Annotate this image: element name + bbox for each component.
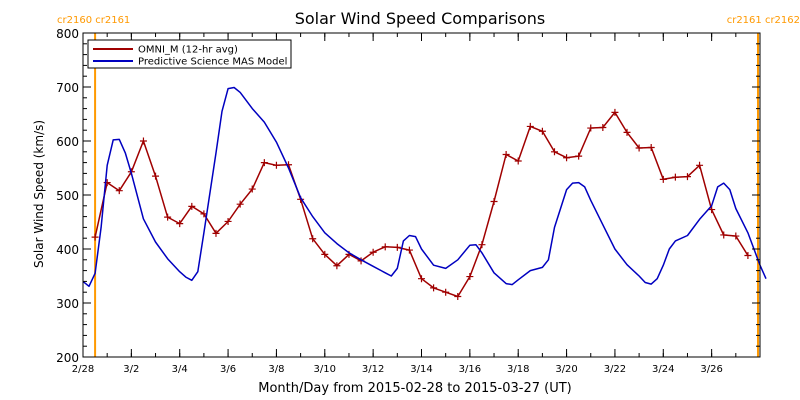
x-tick-label: 2/28 [72,364,94,375]
data-point-marker [164,213,172,221]
y-tick-label: 800 [56,27,79,41]
data-point-marker [212,229,220,237]
x-tick-label: 3/18 [507,364,529,375]
x-tick-label: 3/26 [700,364,722,375]
x-tick-label: 3/24 [652,364,674,375]
data-point-marker [260,159,268,167]
data-point-marker [152,172,160,180]
data-point-marker [550,148,558,156]
data-point-marker [333,262,341,270]
chart-title: Solar Wind Speed Comparisons [295,9,546,28]
x-axis-label: Month/Day from 2015-02-28 to 2015-03-27 … [258,381,571,396]
data-point-marker [248,185,256,193]
y-axis: 200 300 400 500 600 700 800 [56,27,760,365]
data-point-marker [236,200,244,208]
data-point-marker [309,235,317,243]
legend-label: Predictive Science MAS Model [138,57,287,68]
y-tick-label: 400 [56,243,79,257]
data-point-marker [454,293,462,301]
data-point-marker [720,231,728,239]
data-point-marker [708,206,716,214]
data-point-marker [418,275,425,283]
data-point-marker [490,197,498,205]
y-tick-label: 300 [56,297,79,311]
x-tick-label: 3/2 [123,364,139,375]
data-point-marker [526,122,534,130]
data-point-marker [188,202,196,210]
legend-box [87,39,292,69]
data-point-marker [732,232,740,240]
x-tick-label: 3/6 [220,364,236,375]
data-point-marker [514,157,522,165]
data-point-marker [623,128,631,136]
data-point-marker [393,243,401,251]
data-point-marker [538,127,546,135]
data-point-marker [611,108,619,116]
x-tick-label: 3/16 [459,364,481,375]
data-point-marker [659,175,667,183]
data-point-marker [635,144,643,152]
data-point-marker [696,161,704,169]
legend: OMNI_M (12-hr avg)Predictive Science MAS… [87,39,292,69]
data-point-marker [430,284,438,292]
data-point-marker [563,154,571,162]
data-point-marker [381,243,389,251]
data-point-marker [683,173,691,181]
rotation-marker-label: cr2160 cr2161 [57,15,130,26]
x-tick-label: 3/12 [362,364,384,375]
y-tick-label: 700 [56,81,79,95]
series-line [82,86,767,288]
data-point-marker [369,248,377,256]
data-point-marker [224,217,232,225]
x-axis: 2/28 3/2 3/4 3/6 3/8 3/10 3/12 3/14 3/16 3/18 3/20… [72,33,737,375]
x-tick-label: 3/10 [314,364,336,375]
legend-label: OMNI_M (12-hr avg) [138,45,238,56]
data-point-marker [466,273,474,281]
data-point-marker [405,246,413,254]
x-tick-label: 3/20 [555,364,577,375]
data-point-marker [587,124,595,132]
data-point-marker [321,250,329,258]
data-point-marker [744,251,752,259]
rotation-marker-label: cr2161 cr2162 [727,15,800,26]
y-tick-label: 200 [56,351,79,365]
y-axis-label: Solar Wind Speed (km/s) [32,120,46,268]
data-point-marker [442,288,450,296]
data-point-marker [176,220,184,228]
data-point-marker [115,187,123,195]
data-point-marker [502,151,510,158]
y-tick-label: 600 [56,135,79,149]
series-layer [82,86,767,301]
y-tick-label: 500 [56,189,79,203]
x-tick-label: 3/14 [410,364,432,375]
data-point-marker [139,137,147,145]
data-point-marker [647,143,655,151]
x-tick-label: 3/8 [268,364,284,375]
data-point-marker [599,124,607,131]
x-tick-label: 3/4 [172,364,188,375]
data-point-marker [272,161,280,169]
data-point-marker [478,241,486,249]
data-point-marker [91,233,99,241]
x-tick-label: 3/22 [604,364,626,375]
data-point-marker [575,152,583,160]
data-point-marker [671,173,679,181]
